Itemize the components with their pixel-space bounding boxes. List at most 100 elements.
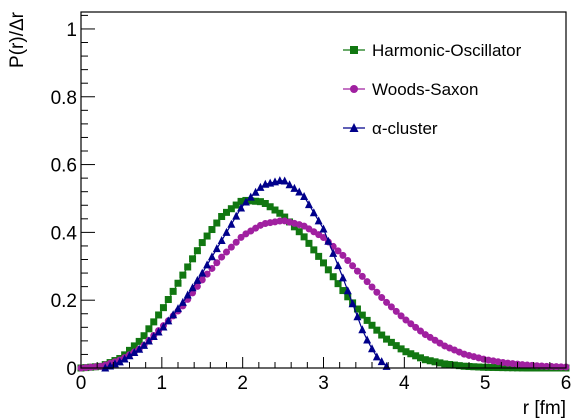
data-point bbox=[363, 335, 372, 344]
data-point bbox=[212, 244, 221, 253]
data-point bbox=[241, 197, 250, 206]
legend-label: Woods-Saxon bbox=[372, 80, 478, 99]
data-point bbox=[140, 340, 149, 349]
data-point bbox=[232, 211, 241, 220]
data-point bbox=[450, 361, 458, 369]
data-point bbox=[319, 224, 328, 233]
legend-label: Harmonic-Oscillator bbox=[372, 41, 522, 60]
data-point bbox=[213, 259, 221, 267]
data-point bbox=[125, 351, 134, 360]
data-point bbox=[188, 283, 197, 292]
data-point bbox=[193, 247, 201, 255]
data-point bbox=[397, 312, 405, 320]
data-point bbox=[363, 278, 371, 286]
data-point bbox=[174, 304, 182, 313]
data-point bbox=[392, 307, 400, 315]
data-point bbox=[373, 288, 381, 296]
data-point bbox=[320, 233, 327, 241]
data-point bbox=[159, 322, 168, 331]
data-point bbox=[174, 279, 182, 287]
data-point bbox=[203, 232, 211, 240]
data-point bbox=[227, 205, 235, 213]
data-point bbox=[126, 346, 133, 354]
data-point bbox=[217, 236, 226, 245]
data-point bbox=[402, 348, 410, 356]
x-tick-label: 3 bbox=[318, 373, 329, 394]
data-point bbox=[417, 354, 424, 362]
data-point bbox=[460, 362, 468, 370]
data-point bbox=[150, 318, 158, 326]
data-point bbox=[421, 356, 429, 364]
data-point bbox=[363, 316, 371, 324]
data-point bbox=[164, 296, 172, 304]
data-point bbox=[339, 251, 347, 259]
data-point bbox=[207, 252, 216, 261]
data-point bbox=[334, 261, 343, 270]
y-tick-label: 1 bbox=[66, 20, 77, 41]
data-point bbox=[343, 286, 352, 295]
data-point bbox=[154, 327, 163, 336]
data-point bbox=[314, 216, 323, 225]
x-axis-label: r [fm] bbox=[523, 398, 566, 419]
data-point bbox=[290, 183, 299, 192]
data-point bbox=[304, 200, 313, 209]
data-point bbox=[358, 272, 366, 280]
data-point bbox=[159, 304, 167, 312]
data-point bbox=[169, 287, 177, 295]
legend-entry: Harmonic-Oscillator bbox=[343, 41, 522, 60]
data-point bbox=[441, 360, 449, 368]
series-1 bbox=[77, 217, 570, 372]
data-point bbox=[193, 275, 202, 284]
data-point bbox=[295, 187, 304, 196]
data-point bbox=[222, 227, 231, 236]
data-point bbox=[189, 255, 197, 263]
data-point bbox=[140, 332, 148, 340]
data-point bbox=[320, 259, 327, 267]
data-point bbox=[232, 201, 240, 209]
data-point bbox=[256, 198, 264, 206]
plot-frame bbox=[80, 11, 567, 369]
data-point bbox=[383, 335, 391, 343]
data-point bbox=[387, 303, 395, 311]
data-point bbox=[446, 361, 454, 369]
data-point bbox=[169, 310, 178, 319]
y-tick-label: 0.2 bbox=[51, 291, 77, 312]
data-point bbox=[237, 203, 246, 212]
series-0 bbox=[77, 196, 570, 372]
data-point bbox=[179, 271, 187, 279]
data-point bbox=[339, 287, 347, 295]
data-point bbox=[256, 182, 265, 191]
data-point bbox=[484, 363, 492, 371]
data-point bbox=[344, 293, 352, 301]
data-point bbox=[295, 228, 303, 236]
data-point bbox=[227, 219, 236, 228]
data-point bbox=[183, 290, 192, 299]
series-2 bbox=[101, 176, 391, 372]
data-point bbox=[358, 311, 366, 319]
data-point bbox=[247, 197, 255, 205]
data-point bbox=[237, 233, 245, 241]
data-point bbox=[237, 197, 245, 205]
data-point bbox=[407, 320, 415, 328]
data-point bbox=[373, 326, 381, 334]
data-point bbox=[407, 350, 415, 358]
legend-marker bbox=[349, 123, 359, 132]
data-point bbox=[378, 331, 386, 339]
data-point bbox=[280, 176, 289, 185]
data-point bbox=[178, 297, 187, 306]
legend-marker bbox=[350, 46, 358, 54]
y-tick-label: 0 bbox=[66, 359, 77, 380]
data-point bbox=[276, 209, 284, 217]
data-point bbox=[412, 352, 420, 360]
data-point bbox=[324, 236, 333, 245]
data-point bbox=[305, 239, 313, 247]
data-point bbox=[144, 336, 153, 345]
data-point bbox=[412, 323, 420, 331]
x-tick-label: 4 bbox=[399, 373, 410, 394]
series-line bbox=[80, 220, 567, 369]
x-tick-label: 0 bbox=[76, 373, 87, 394]
data-point bbox=[223, 248, 230, 256]
data-point bbox=[252, 197, 260, 205]
data-point bbox=[184, 263, 192, 271]
data-point bbox=[315, 252, 323, 260]
